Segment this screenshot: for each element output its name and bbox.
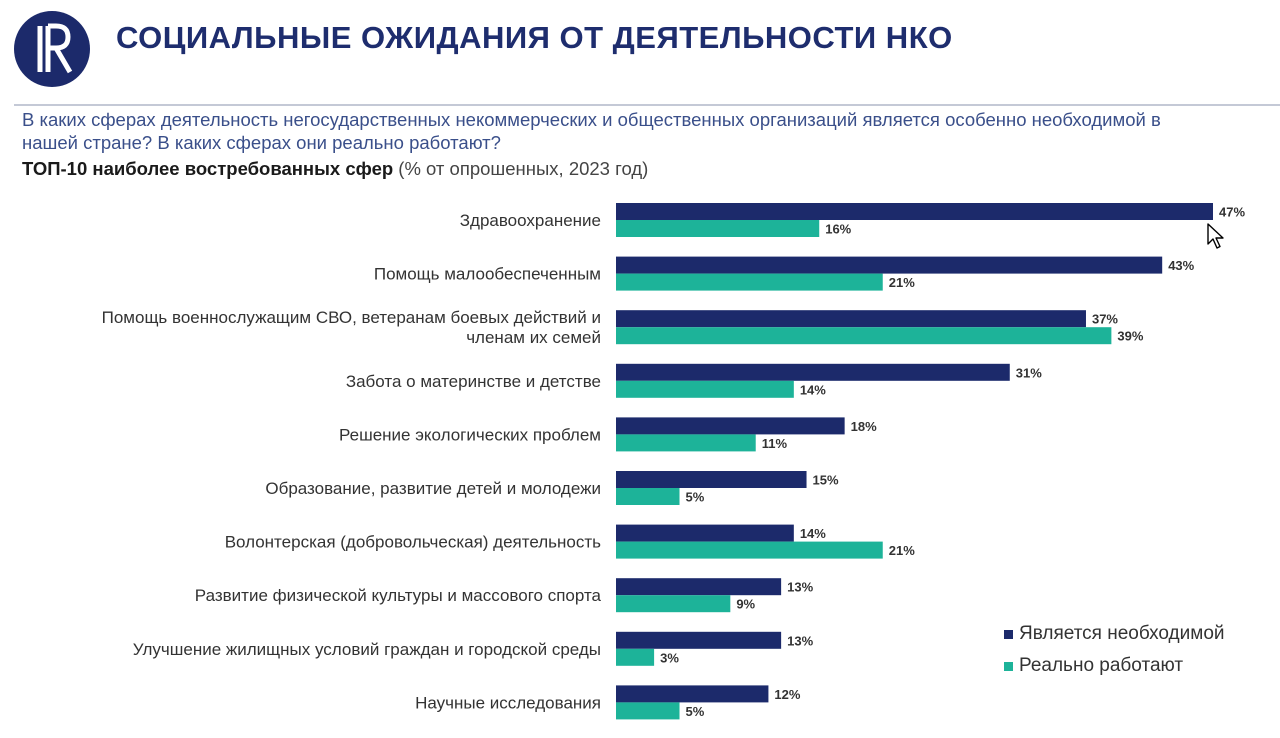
bar-needed bbox=[616, 578, 782, 596]
chart-subtitle-note: (% от опрошенных, 2023 год) bbox=[393, 158, 649, 179]
category-label: Научные исследования bbox=[415, 693, 601, 712]
legend-item-needed: Является необходимой bbox=[1004, 618, 1225, 650]
bar-working bbox=[616, 648, 655, 666]
legend-label-needed: Является необходимой bbox=[1019, 623, 1225, 644]
value-label-working: 21% bbox=[889, 275, 915, 290]
value-label-working: 39% bbox=[1117, 329, 1143, 344]
bar-working bbox=[616, 488, 680, 505]
legend-swatch-working bbox=[1004, 661, 1013, 671]
bar-working bbox=[616, 541, 883, 559]
bar-needed bbox=[616, 203, 1213, 220]
value-label-needed: 18% bbox=[851, 419, 877, 434]
legend-item-working: Реально работают bbox=[1004, 650, 1225, 682]
chart-legend: Является необходимой Реально работают bbox=[1004, 618, 1225, 682]
value-label-needed: 14% bbox=[800, 526, 826, 541]
category-label: Здравоохранение bbox=[460, 211, 601, 230]
category-label: Образование, развитие детей и молодежи bbox=[265, 479, 601, 498]
bar-needed bbox=[616, 631, 782, 649]
value-label-working: 11% bbox=[762, 436, 788, 451]
category-label: Развитие физической культуры и массового… bbox=[195, 586, 602, 605]
value-label-needed: 37% bbox=[1092, 312, 1118, 327]
hse-logo bbox=[14, 11, 90, 87]
chart-subtitle-bold: ТОП-10 наиболее востребованных сфер bbox=[22, 158, 394, 179]
legend-swatch-needed bbox=[1004, 629, 1013, 639]
legend-label-working: Реально работают bbox=[1019, 655, 1184, 676]
value-label-needed: 15% bbox=[813, 473, 839, 488]
value-label-needed: 31% bbox=[1016, 365, 1042, 380]
value-label-working: 5% bbox=[686, 704, 705, 719]
bar-needed bbox=[616, 417, 845, 435]
value-label-working: 21% bbox=[889, 543, 915, 558]
value-label-needed: 13% bbox=[787, 580, 813, 595]
bar-needed bbox=[616, 524, 794, 542]
bar-working bbox=[616, 434, 756, 452]
survey-question: В каких сферах деятельность негосударств… bbox=[22, 109, 1161, 153]
category-label: Решение экологических проблем bbox=[339, 425, 601, 444]
bar-needed bbox=[616, 363, 1010, 381]
bar-working bbox=[616, 380, 794, 398]
bar-needed bbox=[616, 256, 1163, 274]
header-divider bbox=[14, 104, 1280, 106]
bar-working bbox=[616, 595, 731, 613]
category-label: Помощь военнослужащим СВО, ветеранам бое… bbox=[102, 308, 601, 327]
bar-needed bbox=[616, 310, 1086, 328]
bar-needed bbox=[616, 471, 807, 488]
value-label-working: 5% bbox=[686, 490, 705, 505]
value-label-working: 9% bbox=[736, 597, 755, 612]
mouse-cursor-icon bbox=[1207, 223, 1224, 249]
bar-needed bbox=[616, 685, 769, 703]
value-label-needed: 12% bbox=[774, 687, 800, 702]
value-label-needed: 43% bbox=[1168, 258, 1194, 273]
hse-logo-icon bbox=[37, 23, 73, 74]
bar-working bbox=[616, 702, 680, 720]
category-label: Улучшение жилищных условий граждан и гор… bbox=[133, 640, 601, 659]
value-label-working: 3% bbox=[660, 650, 679, 665]
category-label: членам их семей bbox=[466, 328, 601, 347]
value-label-needed: 13% bbox=[787, 633, 813, 648]
value-label-working: 14% bbox=[800, 382, 826, 397]
category-label: Волонтерская (добровольческая) деятельно… bbox=[225, 533, 601, 552]
bar-working bbox=[616, 273, 883, 291]
value-label-needed: 47% bbox=[1219, 205, 1245, 220]
chart-subtitle: ТОП-10 наиболее востребованных сфер (% о… bbox=[22, 158, 648, 180]
page-title: СОЦИАЛЬНЫЕ ОЖИДАНИЯ ОТ ДЕЯТЕЛЬНОСТИ НКО bbox=[116, 20, 953, 55]
category-label: Забота о материнстве и детстве bbox=[346, 372, 601, 391]
bar-working bbox=[616, 327, 1112, 345]
bar-working bbox=[616, 220, 820, 237]
value-label-working: 16% bbox=[825, 222, 851, 237]
category-label: Помощь малообеспеченным bbox=[374, 265, 601, 284]
